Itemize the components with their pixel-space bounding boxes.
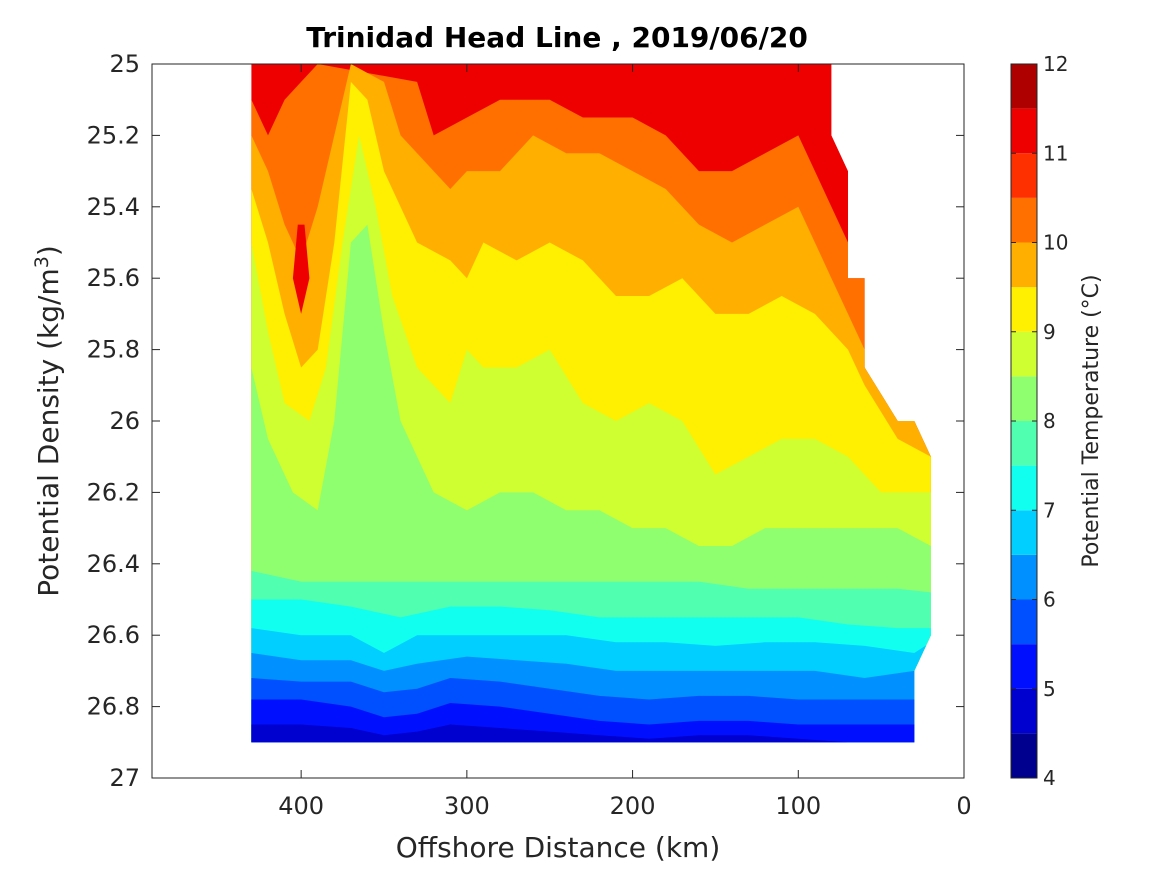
colorbar-swatch [1011, 554, 1037, 600]
colorbar-swatch [1011, 376, 1037, 421]
colorbar-swatch [1011, 197, 1037, 243]
colorbar-swatch [1011, 733, 1037, 778]
colorbar-title: Potential Temperature (°C) [1079, 274, 1104, 567]
colorbar-tick-label: 7 [1043, 498, 1056, 522]
contour-band-5.5 [251, 699, 931, 743]
x-axis-title: Offshore Distance (km) [396, 831, 721, 864]
colorbar-swatch [1011, 644, 1037, 689]
colorbar-swatch [1011, 510, 1037, 555]
y-tick-label: 25.4 [87, 193, 140, 221]
y-tick-label: 26.6 [87, 621, 140, 649]
colorbar-tick-label: 9 [1043, 320, 1056, 344]
colorbar-swatch [1011, 242, 1037, 288]
x-tick-label: 300 [444, 792, 490, 820]
y-tick-label: 26.2 [87, 478, 140, 506]
colorbar-tick-label: 8 [1043, 409, 1056, 433]
x-tick-label: 400 [278, 792, 324, 820]
colorbar-tick-label: 11 [1043, 141, 1068, 165]
colorbar-tick-label: 4 [1043, 766, 1056, 790]
y-axis-title-superscript: 3 [31, 256, 53, 268]
x-tick-label: 0 [956, 792, 971, 820]
y-tick-label: 27 [109, 764, 140, 792]
colorbar-swatch [1011, 331, 1037, 377]
colorbar-tick-label: 6 [1043, 588, 1056, 612]
colorbar-tick-label: 10 [1043, 231, 1068, 255]
x-tick-label: 200 [610, 792, 656, 820]
contour-warm-core [292, 224, 310, 314]
y-axis-title-close: ) [32, 245, 65, 256]
y-axis-title-main: Potential Density (kg/m [32, 268, 65, 597]
y-tick-label: 25.8 [87, 336, 140, 364]
y-tick-label: 26.8 [87, 693, 140, 721]
y-tick-label: 26 [109, 407, 140, 435]
y-tick-label: 25.2 [87, 121, 140, 149]
colorbar-tick-label: 12 [1043, 52, 1068, 76]
y-axis-title: Potential Density (kg/m3) [31, 245, 65, 597]
colorbar-swatch [1011, 153, 1037, 198]
colorbar-tick-label: 5 [1043, 677, 1056, 701]
contour-layer [251, 64, 931, 743]
colorbar-swatch [1011, 64, 1037, 109]
x-tick-label: 100 [775, 792, 821, 820]
y-tick-label: 26.4 [87, 550, 140, 578]
colorbar: 4 5 6 7 8 9 10 11 12 [1010, 52, 1068, 790]
x-axis: 400 300 200 100 0 [278, 64, 972, 820]
colorbar-swatch [1011, 287, 1037, 332]
colorbar-swatch [1011, 108, 1037, 154]
colorbar-swatch [1011, 465, 1037, 511]
y-tick-label: 25 [109, 50, 140, 78]
y-tick-label: 25.6 [87, 264, 140, 292]
plot-axes: 400 300 200 100 0 25 25.2 25.4 25.6 25.8 26 26.2 26… [87, 50, 972, 820]
y-axis: 25 25.2 25.4 25.6 25.8 26 26.2 26.4 26.6 26.8 27 [87, 50, 964, 792]
colorbar-swatch [1011, 599, 1037, 645]
colorbar-swatch [1011, 421, 1037, 466]
colorbar-swatch [1011, 688, 1037, 734]
chart-title: Trinidad Head Line , 2019/06/20 [306, 21, 808, 54]
